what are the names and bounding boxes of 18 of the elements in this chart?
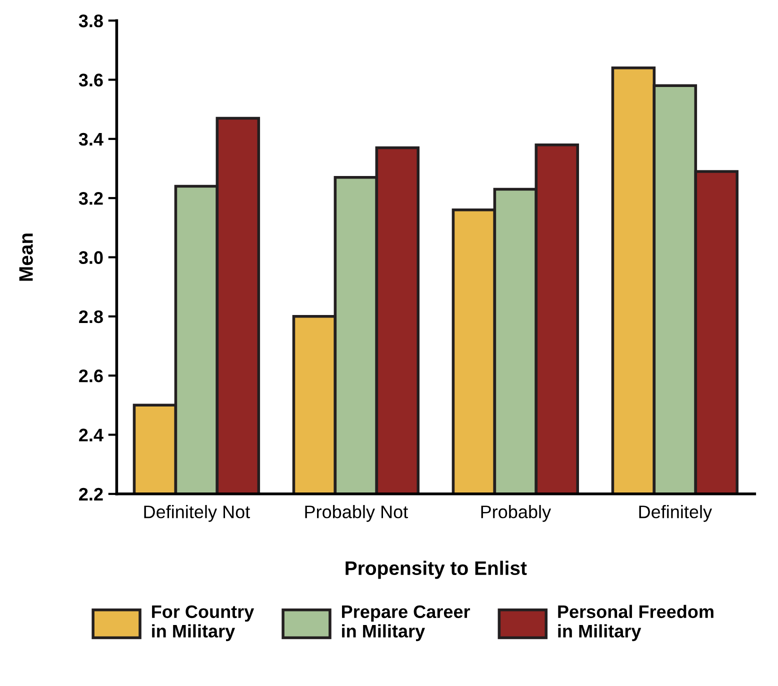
y-tick-label: 2.4: [79, 428, 104, 442]
y-tick-label: 3.6: [78, 74, 103, 86]
x-axis-title: Propensity to Enlist: [346, 560, 527, 579]
x-tick-label: Probably Not: [305, 505, 408, 522]
x-tick-label: Probably: [481, 505, 552, 522]
y-tick-label: 3.8: [78, 14, 103, 28]
legend-label: For Country in Military: [152, 605, 254, 642]
legend-label: Personal Freedom in Military: [558, 604, 714, 642]
y-tick-label: 2.2: [79, 488, 103, 500]
y-axis-title: Mean: [19, 234, 33, 281]
y-tick-label: 2.8: [79, 310, 103, 324]
y-tick-label: 3.0: [78, 251, 103, 264]
x-tick-label: Definitely: [639, 505, 712, 522]
y-tick-label: 2.6: [79, 370, 103, 382]
legend-label: Prepare Career in Military: [342, 605, 470, 642]
x-tick-label: Definitely Not: [144, 505, 250, 522]
y-tick-label: 3.2: [78, 192, 103, 205]
y-tick-label: 3.4: [78, 132, 104, 146]
